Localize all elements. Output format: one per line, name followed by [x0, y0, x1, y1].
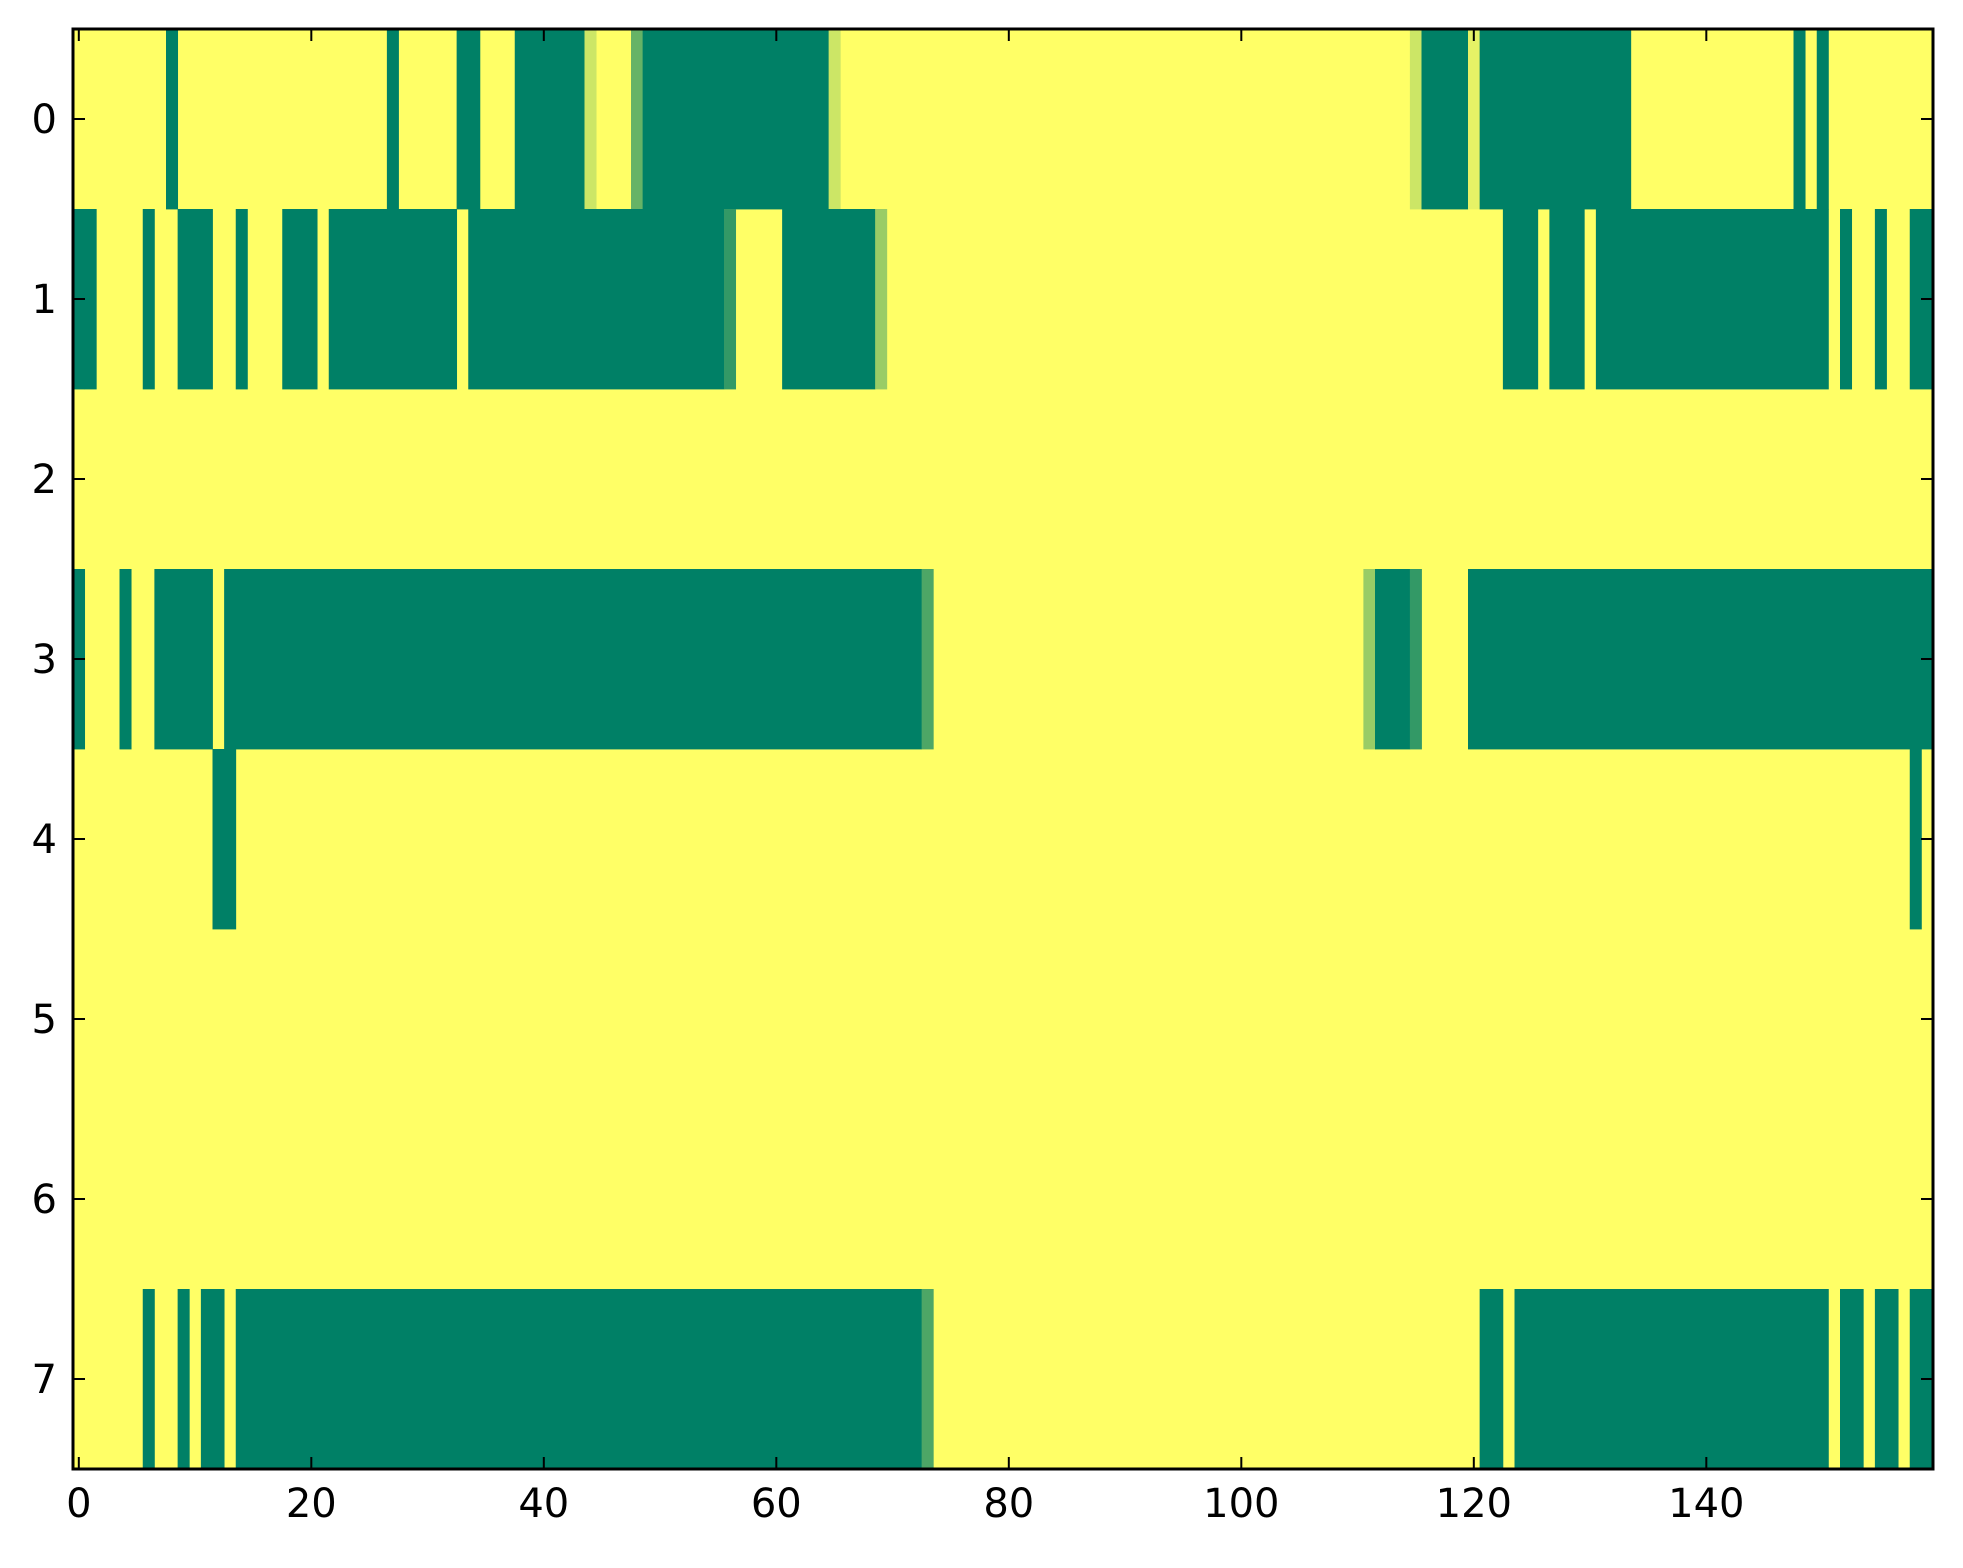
x-tick-label-140: 140: [1668, 1481, 1744, 1527]
heatmap-cell-r1-c61-68: [782, 209, 876, 390]
heatmap-cell-r7-c14-72: [235, 1289, 923, 1470]
heatmap-cell-r1-c6-6: [142, 209, 155, 390]
heatmap-cell-r7-c6-6: [142, 1289, 155, 1470]
heatmap-cell-r1-c1-1: [84, 209, 97, 390]
y-tick-label-7: 7: [32, 1357, 57, 1403]
heatmap-cell-r0-c150-150: [1816, 29, 1829, 210]
heatmap-cell-r0-c115-115: [1409, 29, 1422, 210]
heatmap-cell-r1-c22-32: [328, 209, 458, 390]
x-tick-labels-layer: 0 20 40 60 80 100 120 140: [66, 1481, 1744, 1527]
y-tick-label-5: 5: [32, 997, 57, 1043]
heatmap-cell-r1-c56-56: [724, 209, 737, 390]
heatmap-cell-r1-c9-11: [177, 209, 213, 390]
heatmap-cell-r1-c131-150: [1595, 209, 1829, 390]
heatmap-cell-r0-c44-44: [584, 29, 597, 210]
heatmap-cell-r0-c120-120: [1468, 29, 1481, 210]
y-tick-label-2: 2: [32, 457, 57, 503]
heatmap-cell-r1-c155-155: [1874, 209, 1887, 390]
heatmap-cells-layer: [73, 29, 1934, 1470]
heatmap-cell-r4-c158-158: [1909, 749, 1922, 930]
heatmap-cell-r0-c116-119: [1421, 29, 1469, 210]
heatmap-cell-r1-c18-20: [282, 209, 318, 390]
x-tick-label-80: 80: [983, 1481, 1034, 1527]
x-tick-label-40: 40: [518, 1481, 569, 1527]
heatmap-cell-r7-c152-153: [1840, 1289, 1864, 1470]
heatmap-cell-r7-c9-9: [177, 1289, 190, 1470]
y-tick-label-1: 1: [32, 277, 57, 323]
heatmap-cell-r7-c121-122: [1479, 1289, 1504, 1470]
heatmap-cell-r0-c121-133: [1479, 29, 1632, 210]
heatmap-cell-r1-c127-129: [1549, 209, 1585, 390]
heatmap-cell-r0-c48-48: [631, 29, 644, 210]
heatmap-cell-r0-c49-64: [642, 29, 830, 210]
heatmap-cell-r7-c73-73: [921, 1289, 934, 1470]
y-tick-label-3: 3: [32, 637, 57, 683]
y-tick-label-0: 0: [32, 97, 57, 143]
heatmap-cell-r4-c12-13: [212, 749, 237, 930]
heatmap-cell-r0-c27-27: [386, 29, 399, 210]
heatmap-cell-r3-c7-11: [154, 569, 213, 750]
heatmap-cell-r1-c14-14: [235, 209, 248, 390]
heatmap-cell-r1-c152-152: [1840, 209, 1853, 390]
heatmap-cell-r0-c8-8: [166, 29, 179, 210]
heatmap-cell-r1-c123-125: [1502, 209, 1539, 390]
y-tick-label-4: 4: [32, 817, 57, 863]
heatmap-cell-r0-c65-65: [828, 29, 841, 210]
heatmap-cell-r3-c4-4: [119, 569, 132, 750]
x-tick-label-100: 100: [1203, 1481, 1279, 1527]
heatmap-cell-r0-c38-43: [514, 29, 585, 210]
heatmap-cell-r1-c34-55: [468, 209, 725, 390]
y-tick-labels-layer: 0 1 2 3 4 5 6 7: [32, 97, 57, 1403]
x-tick-label-120: 120: [1436, 1481, 1512, 1527]
heatmap-cell-r3-c13-72: [224, 569, 923, 750]
heatmap-cell-r3-c111-111: [1363, 569, 1376, 750]
y-tick-label-6: 6: [32, 1177, 57, 1223]
heatmap-cell-r3-c115-115: [1409, 569, 1422, 750]
x-tick-label-20: 20: [286, 1481, 337, 1527]
heatmap-cell-r7-c155-156: [1874, 1289, 1899, 1470]
heatmap-cell-r3-c120-159: [1468, 569, 1934, 750]
heatmap-cell-r0-c148-148: [1793, 29, 1806, 210]
heatmap-cell-r7-c11-12: [200, 1289, 225, 1470]
x-tick-label-0: 0: [66, 1481, 91, 1527]
heatmap-cell-r3-c73-73: [921, 569, 934, 750]
heatmap-cell-r1-c69-69: [875, 209, 888, 390]
heatmap-cell-r7-c124-150: [1514, 1289, 1829, 1470]
x-tick-label-60: 60: [751, 1481, 802, 1527]
plot-frame: [71, 27, 1935, 1471]
heatmap-cell-r3-c112-114: [1375, 569, 1411, 750]
tick-marks-layer: [73, 29, 1933, 1469]
heatmap-cell-r0-c33-34: [456, 29, 481, 210]
